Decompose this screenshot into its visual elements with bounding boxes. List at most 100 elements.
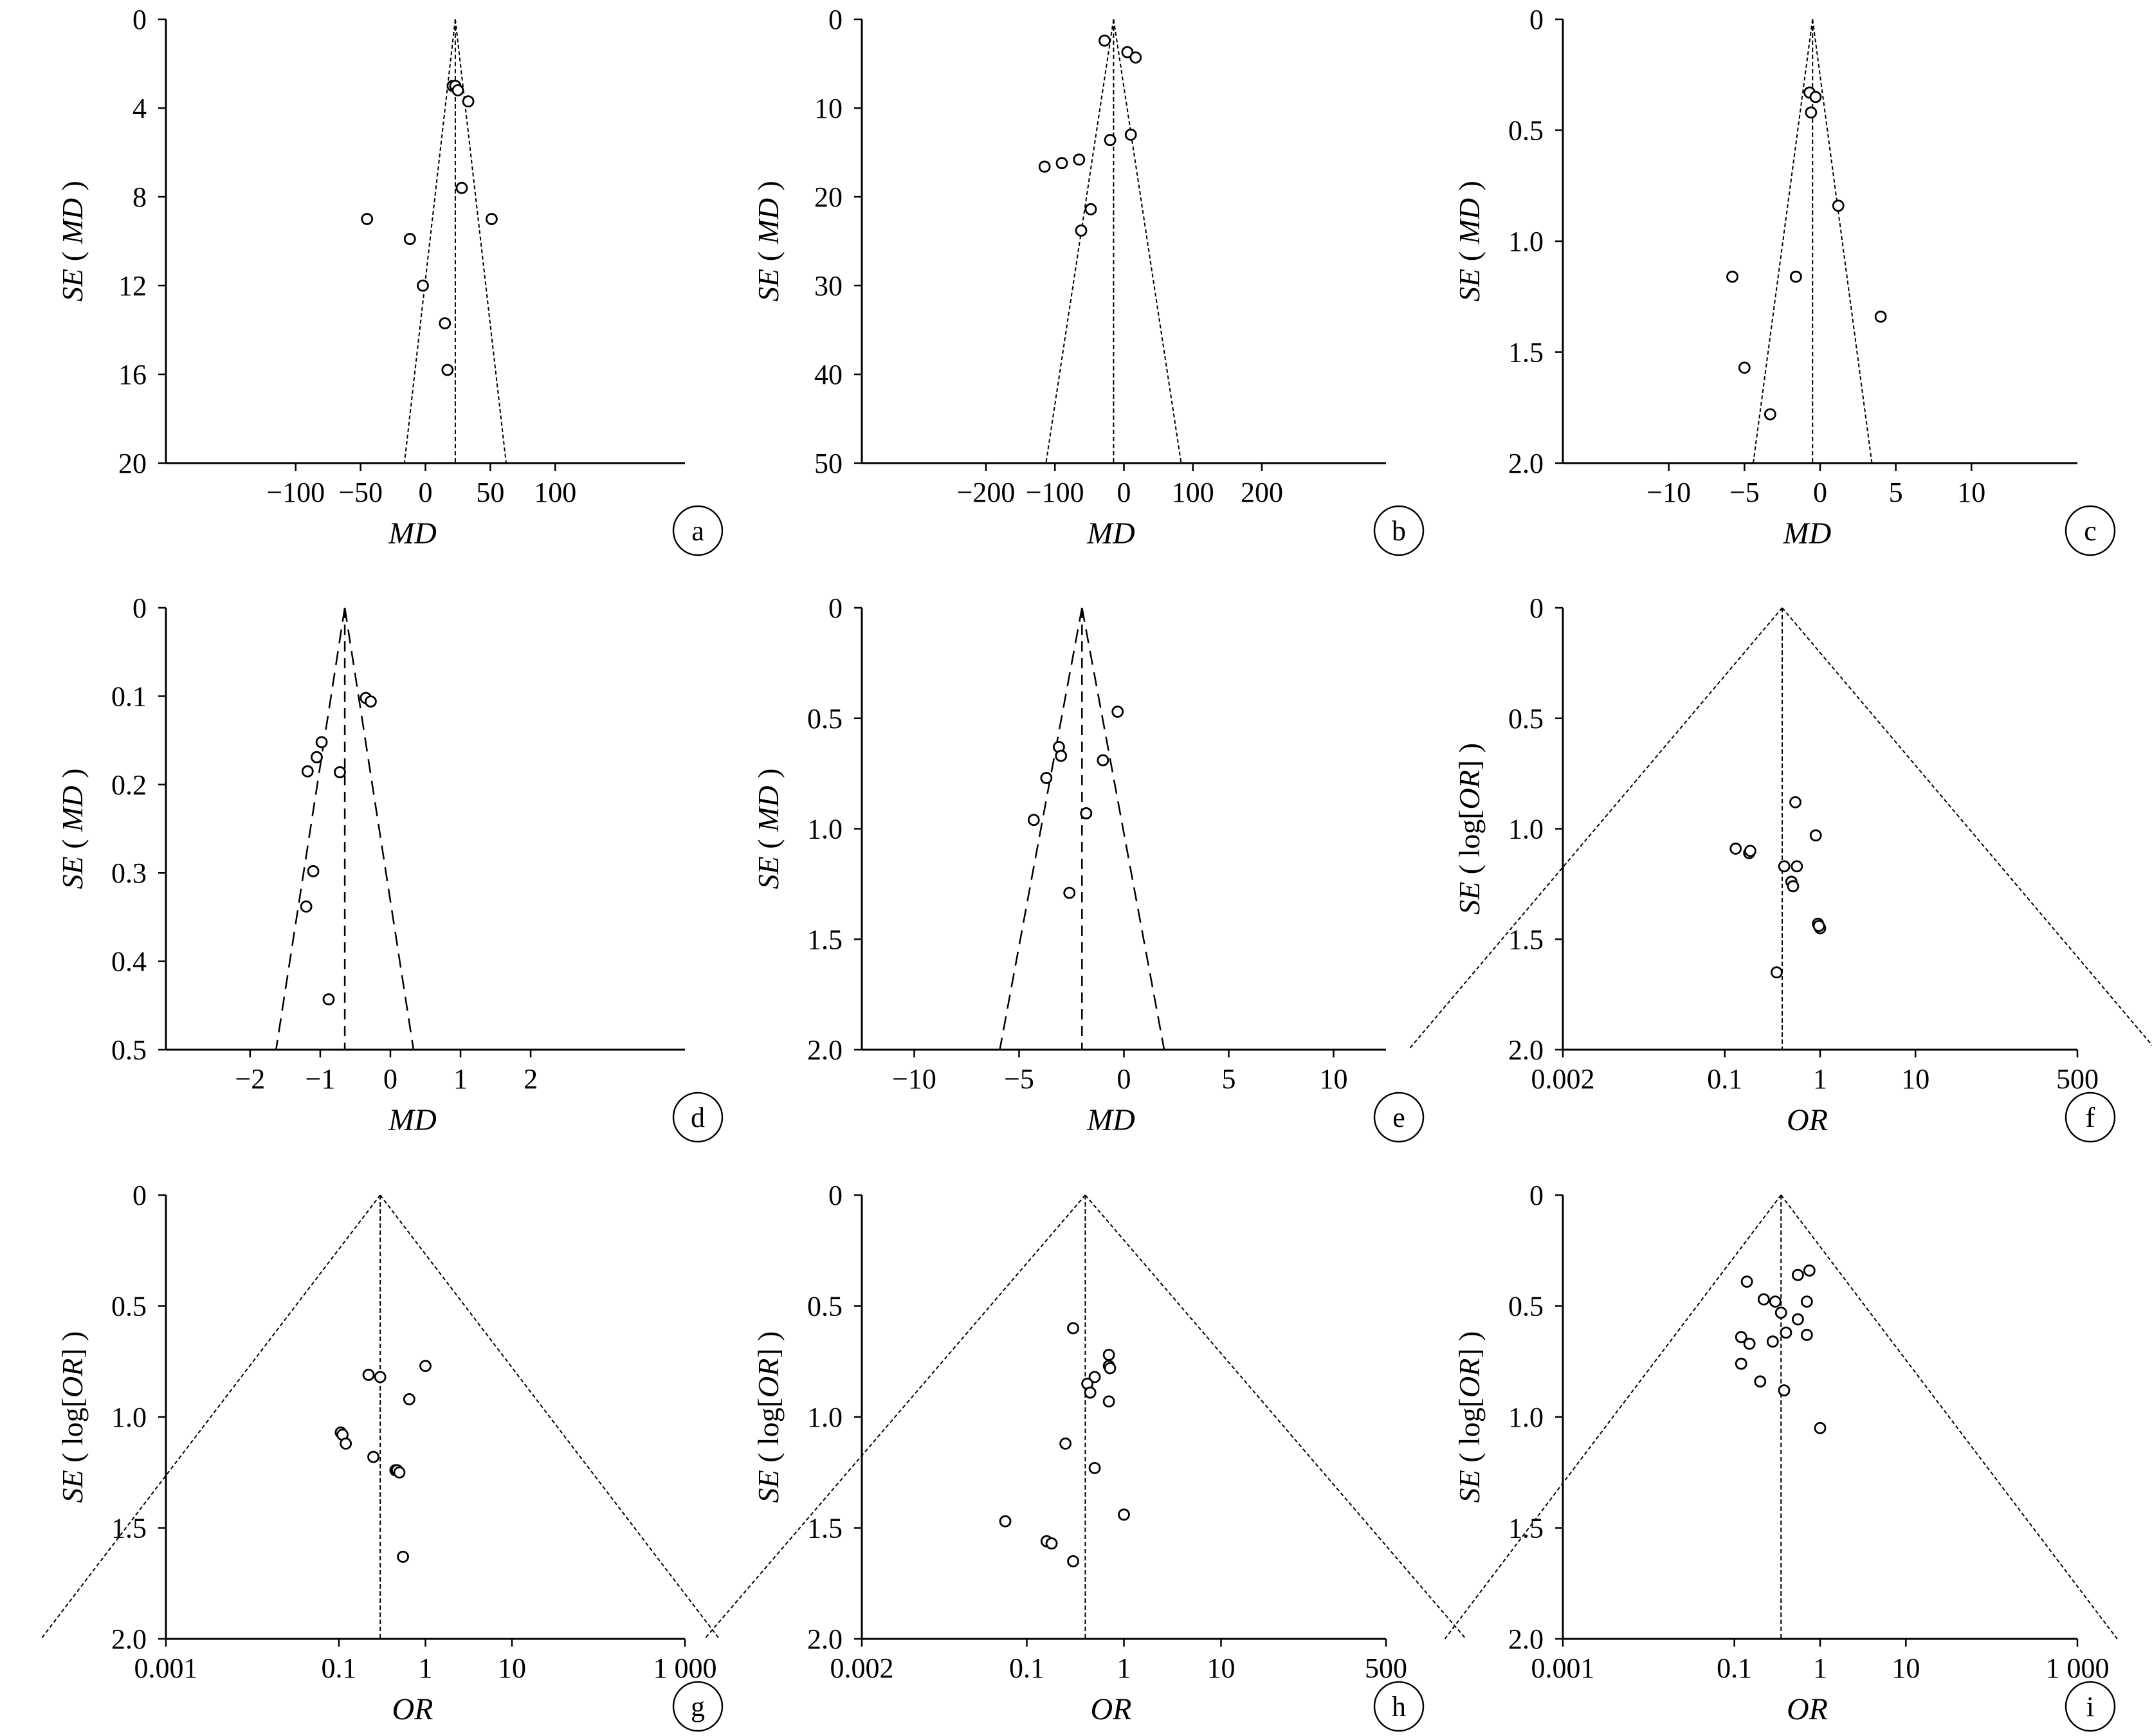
funnel-left-boundary xyxy=(275,607,346,1050)
y-tick-label: 0 xyxy=(828,4,843,35)
study-point xyxy=(301,765,314,778)
x-tick-label: 10 xyxy=(1901,1063,1929,1095)
x-tick-label: 1 000 xyxy=(653,1652,717,1684)
panel-letter-circle xyxy=(1373,1681,1425,1732)
study-point xyxy=(1740,1275,1753,1288)
study-point xyxy=(1073,153,1086,166)
funnel-left-boundary xyxy=(704,1194,1086,1640)
y-tick-label: 0 xyxy=(828,592,843,624)
study-point xyxy=(462,95,475,108)
x-tick-label: 0 xyxy=(1813,477,1827,508)
panel-letter-circle xyxy=(672,1092,724,1143)
x-tick-label: 0.1 xyxy=(322,1652,357,1684)
study-point xyxy=(1104,1362,1117,1375)
study-point xyxy=(1743,1337,1756,1350)
panel-letter-circle xyxy=(672,1681,724,1732)
x-tick-label: 1 xyxy=(453,1063,468,1095)
study-point xyxy=(1088,1461,1101,1474)
y-tick-label: 0.3 xyxy=(111,857,147,889)
y-tick-label: 1.5 xyxy=(807,924,843,955)
study-point xyxy=(1104,134,1117,147)
x-axis-title: OR xyxy=(392,1692,433,1726)
x-tick-label: −50 xyxy=(338,477,383,508)
y-tick-label: 0.5 xyxy=(111,1034,147,1066)
study-point xyxy=(1803,1264,1816,1277)
y-tick-label: 0 xyxy=(828,1180,843,1211)
study-point xyxy=(1738,361,1751,374)
study-point xyxy=(307,865,320,877)
y-tick-label: 1.0 xyxy=(1508,1402,1544,1433)
y-tick-label: 2.0 xyxy=(807,1034,843,1066)
panel-letter: g xyxy=(691,1691,705,1722)
y-tick-label: 0.5 xyxy=(807,703,843,735)
study-point xyxy=(1771,966,1783,979)
y-axis-title: SE ( MD ) xyxy=(56,181,89,302)
funnel-right-boundary xyxy=(1780,1194,2118,1640)
study-point xyxy=(1800,1295,1813,1308)
x-tick-label: 50 xyxy=(476,477,504,508)
study-point xyxy=(393,1466,406,1479)
study-point xyxy=(1757,1293,1770,1306)
y-tick-label: 16 xyxy=(118,359,147,390)
y-tick-label: 2.0 xyxy=(111,1623,147,1655)
x-tick-label: 0.002 xyxy=(1531,1063,1595,1095)
study-point xyxy=(403,233,416,245)
study-point xyxy=(1729,843,1742,855)
x-tick-label: −1 xyxy=(305,1063,336,1095)
x-tick-label: 0 xyxy=(383,1063,397,1095)
funnel-right-boundary xyxy=(343,607,415,1050)
study-point xyxy=(439,317,451,330)
y-tick-label: 2.0 xyxy=(1508,1034,1544,1066)
study-point xyxy=(362,1369,375,1381)
x-tick-label: 0 xyxy=(1117,477,1131,508)
study-point xyxy=(1764,408,1776,421)
study-point xyxy=(1088,1371,1101,1384)
funnel-left-boundary xyxy=(1045,19,1115,464)
study-point xyxy=(1040,772,1053,784)
study-point xyxy=(322,993,335,1006)
study-point xyxy=(419,1360,432,1373)
study-point xyxy=(441,363,454,376)
study-point xyxy=(455,181,468,194)
y-tick-label: 8 xyxy=(132,181,147,213)
x-tick-label: −100 xyxy=(1026,477,1084,508)
study-point xyxy=(1075,224,1088,237)
study-point xyxy=(1067,1322,1079,1335)
x-tick-label: 1 xyxy=(1117,1652,1131,1684)
study-point xyxy=(1726,270,1738,283)
y-tick-label: 0 xyxy=(1529,1180,1544,1211)
funnel-left-boundary xyxy=(999,607,1083,1050)
study-point xyxy=(1814,1421,1827,1434)
study-point xyxy=(1059,1437,1071,1450)
y-tick-label: 20 xyxy=(814,181,843,213)
study-point xyxy=(1097,754,1109,767)
study-point xyxy=(403,1393,415,1405)
study-point xyxy=(1735,1357,1747,1370)
y-axis-title: SE ( MD ) xyxy=(752,769,785,890)
study-point xyxy=(1735,1331,1747,1344)
x-tick-label: 0 xyxy=(1117,1063,1131,1095)
y-tick-label: 0.5 xyxy=(807,1291,843,1322)
y-tick-label: 0.1 xyxy=(111,681,147,712)
x-tick-label: 10 xyxy=(1320,1063,1348,1095)
y-tick-label: 1.5 xyxy=(807,1513,843,1544)
x-tick-label: 5 xyxy=(1222,1063,1236,1095)
y-tick-label: 50 xyxy=(814,448,843,479)
study-point xyxy=(365,695,377,708)
x-tick-label: 10 xyxy=(1892,1652,1920,1684)
x-axis-title: OR xyxy=(1787,1692,1828,1726)
x-tick-label: 0.1 xyxy=(1009,1652,1044,1684)
panel-letter: b xyxy=(1392,515,1406,547)
y-tick-label: 4 xyxy=(132,93,147,124)
y-axis-title: SE ( log[OR] ) xyxy=(752,1331,785,1503)
study-point xyxy=(334,766,346,778)
y-tick-label: 1.5 xyxy=(1508,1513,1544,1544)
panel-letter: h xyxy=(1392,1691,1406,1722)
study-point xyxy=(999,1515,1012,1528)
study-point xyxy=(1744,845,1756,857)
y-axis-title: SE ( MD ) xyxy=(752,181,785,302)
study-point xyxy=(1769,1295,1782,1308)
study-point xyxy=(1084,203,1097,215)
x-tick-label: 0.001 xyxy=(134,1652,198,1684)
